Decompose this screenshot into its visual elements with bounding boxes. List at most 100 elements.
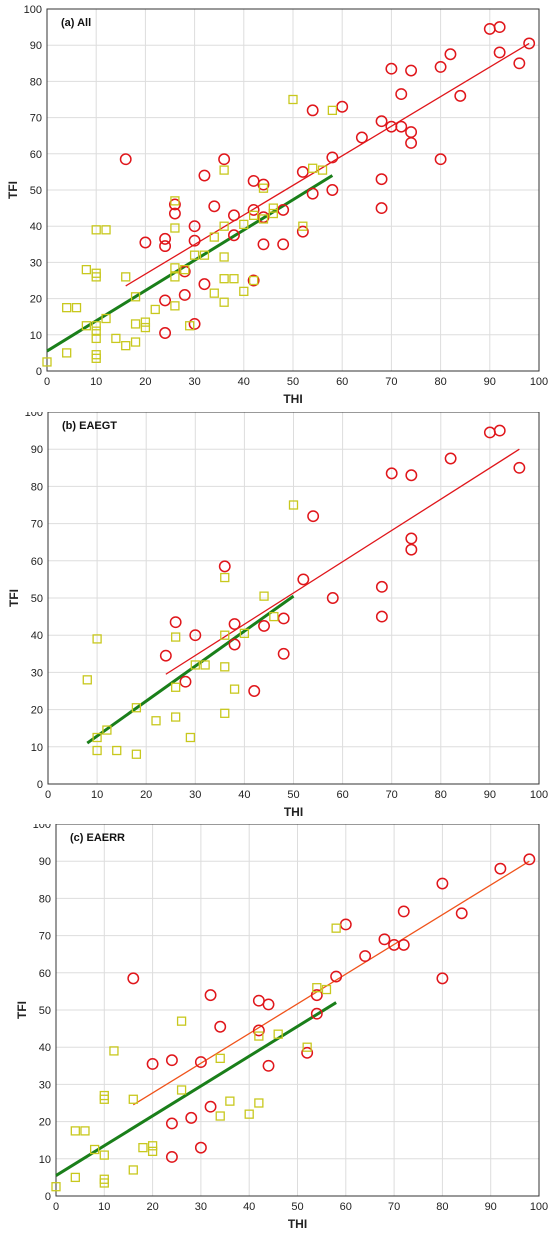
y-tick-label: 90 <box>39 856 51 868</box>
data-point-circle <box>454 89 467 102</box>
data-point-square <box>170 263 180 273</box>
data-point-circle <box>385 467 398 480</box>
x-axis-label: THI <box>283 392 302 406</box>
data-point-square <box>239 628 250 638</box>
scatter-chart-eaerr: 0 10 20 30 40 50 60 70 80 90 100 0 10 20 30 40 50 60 70 80 9… <box>15 824 548 1231</box>
data-point-circle <box>208 200 221 213</box>
y-tick-label: 0 <box>37 779 43 791</box>
x-tick-label: 90 <box>484 789 496 801</box>
data-point-square <box>180 264 190 275</box>
data-point-circle <box>262 1059 275 1072</box>
x-tick-label: 80 <box>436 1201 448 1213</box>
data-point-circle <box>169 616 182 629</box>
data-point-square <box>220 572 230 583</box>
data-point-square <box>128 1165 138 1175</box>
data-point-square <box>109 1046 119 1056</box>
x-tick-label: 40 <box>238 376 250 388</box>
data-point-circle <box>310 989 323 1002</box>
x-tick-label: 0 <box>44 376 50 388</box>
data-point-square <box>199 250 210 260</box>
data-point-circle <box>455 907 468 920</box>
data-point-square <box>121 272 131 282</box>
data-point-square <box>92 732 102 743</box>
data-point-circle <box>493 21 506 34</box>
data-point-circle <box>127 972 140 985</box>
data-point-square <box>185 321 195 331</box>
x-tick-label: 60 <box>336 789 348 801</box>
data-point-circle <box>296 225 309 238</box>
data-point-circle <box>168 198 181 211</box>
data-point-circle <box>247 274 260 287</box>
x-tick-label: 0 <box>45 789 51 801</box>
y-tick-label: 20 <box>39 1117 51 1129</box>
data-point-circle <box>179 675 192 688</box>
scatter-chart-eaegt: 0 10 20 30 40 50 60 70 80 90 100 0 10 20 30 40 50 60 70 80 9… <box>7 412 548 819</box>
data-point-circle <box>378 933 391 946</box>
data-point-circle <box>397 938 410 951</box>
data-point-circle <box>139 236 152 249</box>
data-point-square <box>111 333 121 344</box>
data-point-circle <box>247 203 260 216</box>
data-point-square <box>70 1172 80 1183</box>
data-point-circle <box>159 327 172 339</box>
panel-title: (b) EAEGT <box>62 420 117 432</box>
data-point-circle <box>248 685 261 697</box>
y-tick-label: 70 <box>39 931 51 943</box>
data-point-square <box>140 322 151 333</box>
data-point-circle <box>375 610 388 623</box>
data-point-circle <box>228 618 241 630</box>
data-point-circle <box>301 1046 314 1059</box>
data-point-circle <box>523 853 536 866</box>
data-point-circle <box>493 424 506 437</box>
data-point-circle <box>436 972 449 985</box>
data-point-square <box>200 660 210 670</box>
data-point-square <box>92 745 102 756</box>
data-point-square <box>150 304 160 315</box>
data-point-square <box>219 252 229 262</box>
y-tick-label: 0 <box>36 366 42 378</box>
x-tick-label: 100 <box>530 789 548 801</box>
x-tick-label: 70 <box>385 376 397 388</box>
data-point-square <box>171 712 181 722</box>
data-point-square <box>92 634 102 644</box>
data-point-square <box>91 272 101 282</box>
x-tick-label: 40 <box>238 789 250 801</box>
data-point-square <box>99 1178 109 1188</box>
data-point-circle <box>355 131 368 144</box>
x-tick-label: 100 <box>530 376 548 388</box>
data-point-circle <box>165 1150 178 1163</box>
y-tick-label: 10 <box>30 330 42 342</box>
data-point-square <box>321 984 332 995</box>
data-point-circle <box>523 37 536 50</box>
data-point-circle <box>159 240 172 253</box>
data-point-circle <box>188 234 201 247</box>
y-axis-label: TFI <box>7 589 21 607</box>
data-point-square <box>239 286 249 297</box>
data-point-square <box>71 302 82 313</box>
data-point-circle <box>277 647 290 660</box>
y-tick-label: 60 <box>31 556 43 568</box>
y-tick-label: 80 <box>39 893 51 905</box>
data-point-circle <box>257 238 270 251</box>
data-point-square <box>219 221 229 231</box>
data-point-square <box>244 1109 254 1119</box>
data-point-circle <box>306 104 319 117</box>
data-point-circle <box>277 238 290 251</box>
y-tick-label: 100 <box>25 412 43 419</box>
data-point-square <box>112 745 122 756</box>
fit-line-0 <box>132 860 530 1106</box>
y-tick-label: 50 <box>30 185 42 197</box>
x-tick-label: 20 <box>139 376 151 388</box>
data-point-square <box>229 684 240 694</box>
data-point-square <box>215 1111 225 1121</box>
data-point-square <box>51 1182 61 1192</box>
fit-line-1 <box>86 594 295 745</box>
data-point-square <box>239 219 249 230</box>
data-point-circle <box>204 989 217 1002</box>
fit-line-1 <box>55 1001 337 1177</box>
data-point-circle <box>228 229 240 242</box>
data-point-square <box>254 1098 264 1108</box>
panel-title: (a) All <box>61 17 91 29</box>
y-tick-label: 30 <box>39 1079 51 1091</box>
data-point-circle <box>189 629 202 642</box>
